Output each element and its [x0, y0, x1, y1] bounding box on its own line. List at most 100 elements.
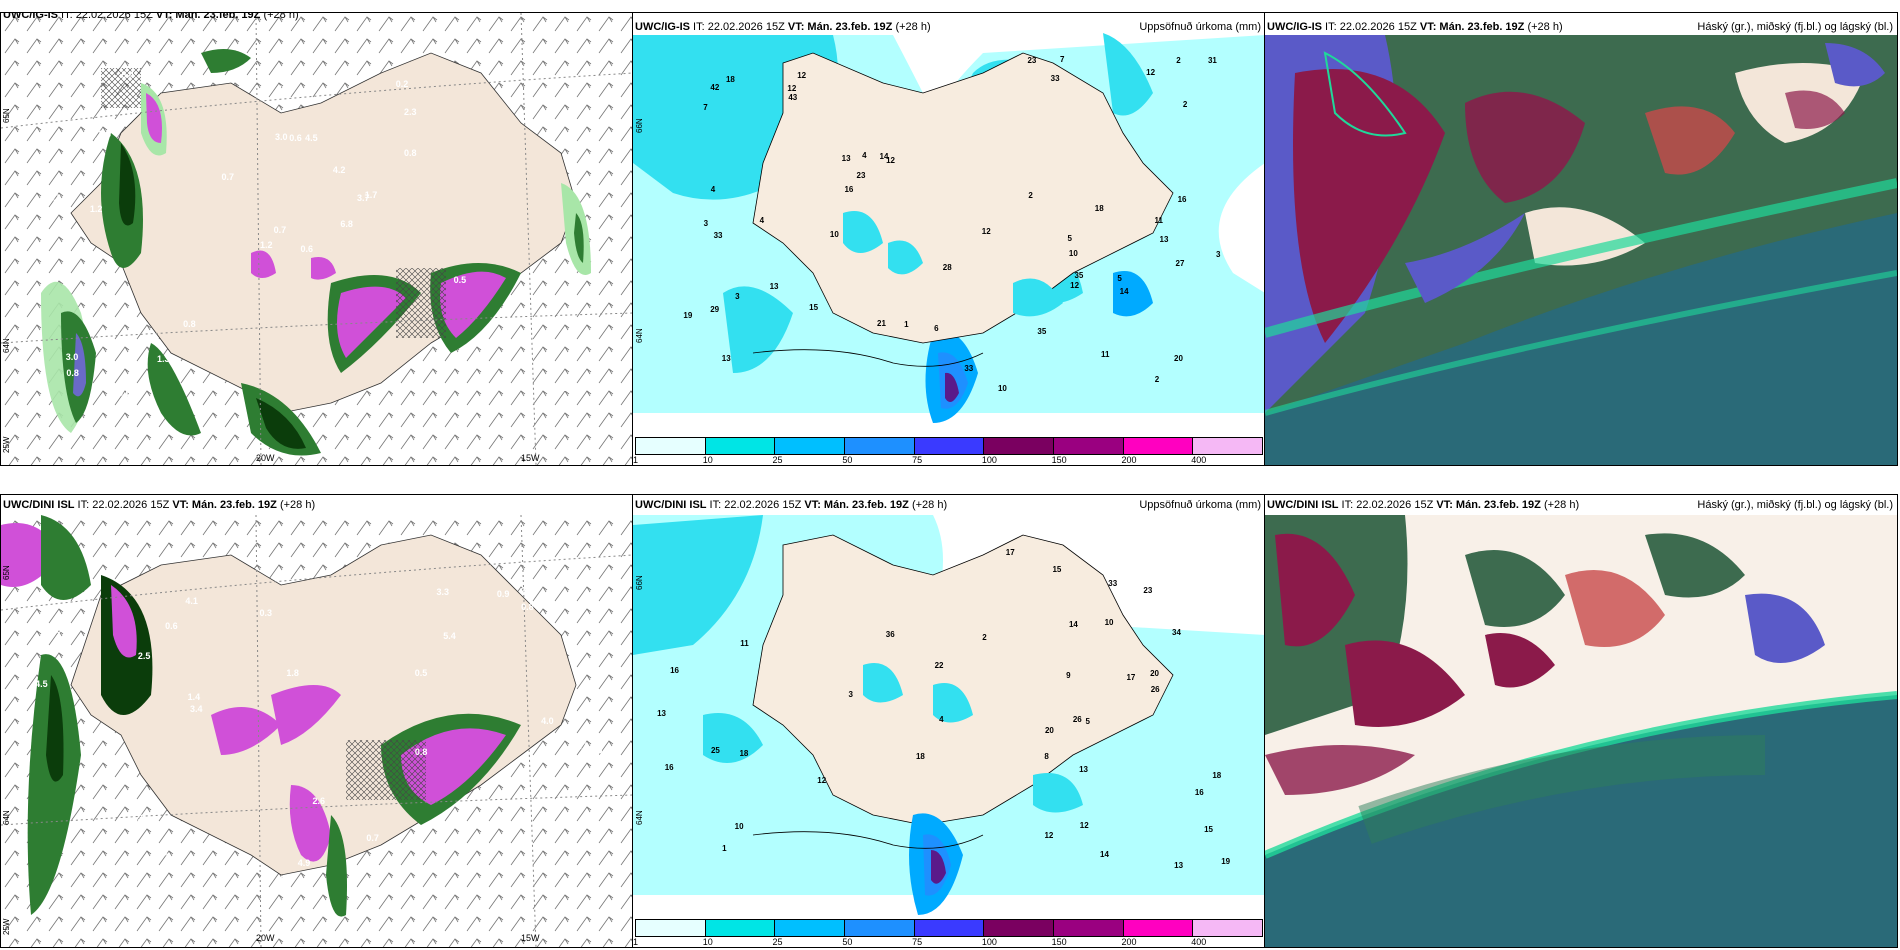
lat-label-66n: 66N — [635, 118, 644, 133]
panel-top-left-wind-snow-map: UWC/IG-IS IT: 22.02.2026 15Z VT: Mán. 23… — [0, 12, 634, 466]
lon-label-25w: 25W — [2, 918, 11, 935]
lat-label-64n: 64N — [635, 810, 644, 825]
lat-label-65n: 65N — [2, 108, 11, 123]
colorbar-tick-label: 10 — [702, 455, 713, 465]
colorbar-swatches — [635, 919, 1263, 937]
model-source: UWC/DINI ISL — [635, 499, 707, 511]
panel-header: UWC/IG-IS IT: 22.02.2026 15Z VT: Mán. 23… — [1267, 21, 1893, 37]
panel-bottom-left-wind-snow-map: UWC/DINI ISL IT: 22.02.2026 15Z VT: Mán.… — [0, 494, 634, 948]
colorbar-tick-label: 25 — [772, 937, 783, 947]
panel-title: Háský (gr.), miðský (fj.bl.) og lágský (… — [1697, 499, 1893, 511]
panel-header: UWC/DINI ISL IT: 22.02.2026 15Z VT: Mán.… — [1267, 499, 1893, 515]
colorbar-swatch — [1054, 438, 1124, 454]
colorbar-swatch — [1193, 920, 1263, 936]
valid-time: VT: Mán. 23.feb. 19Z — [172, 499, 277, 511]
model-source: UWC/IG-IS — [635, 21, 690, 33]
panel-title: Uppsöfnuð úrkoma (mm) — [1139, 499, 1261, 511]
precip-colorbar: 1 10 25 50 75 100 150 200 400 — [633, 435, 1265, 465]
lead-time: (+28 h) — [276, 499, 316, 511]
precip-map-graphic — [633, 33, 1265, 435]
colorbar-tick-label: 100 — [981, 937, 997, 947]
colorbar-tick-label: 50 — [842, 937, 853, 947]
colorbar-swatch — [1193, 438, 1263, 454]
colorbar-tick-label: 10 — [702, 937, 713, 947]
panel-header: UWC/IG-IS IT: 22.02.2026 15Z VT: Mán. 23… — [635, 21, 1261, 37]
colorbar-tick-label: 150 — [1051, 455, 1067, 465]
panel-title: Uppsöfnuð úrkoma (mm) — [1139, 21, 1261, 33]
init-time: IT: 22.02.2026 15Z — [706, 499, 805, 511]
valid-time: VT: Mán. 23.feb. 19Z — [1436, 499, 1541, 511]
valid-time: VT: Mán. 23.feb. 19Z — [155, 12, 261, 21]
colorbar-swatch — [636, 920, 706, 936]
cloud-map-graphic — [1265, 35, 1897, 465]
model-source: UWC/DINI ISL — [1267, 499, 1339, 511]
init-time: IT: 22.02.2026 15Z — [58, 12, 156, 21]
lead-time: (+28 h) — [1540, 499, 1580, 511]
valid-time: VT: Mán. 23.feb. 19Z — [1419, 21, 1525, 33]
colorbar-swatch — [914, 920, 985, 936]
colorbar-ticks: 1 10 25 50 75 100 150 200 400 — [633, 937, 1263, 947]
panel-bottom-mid-precip-map: UWC/DINI ISL IT: 22.02.2026 15Z VT: Mán.… — [632, 494, 1266, 948]
colorbar-swatch — [984, 438, 1055, 454]
colorbar-tick-label: 1 — [633, 937, 639, 947]
colorbar-swatch — [845, 438, 915, 454]
lat-label-65n: 65N — [2, 565, 11, 580]
panel-title: Háský (gr.), miðský (fj.bl.) og lágský (… — [1697, 21, 1893, 33]
colorbar-swatch — [705, 438, 776, 454]
panel-top-right-cloud-map: UWC/IG-IS IT: 22.02.2026 15Z VT: Mán. 23… — [1264, 12, 1898, 466]
panel-header: UWC/DINI ISL IT: 22.02.2026 15Z VT: Mán.… — [635, 499, 1261, 515]
wind-snow-map-graphic — [1, 13, 633, 465]
lon-label-15w: 15W — [521, 453, 540, 463]
colorbar-swatch — [845, 920, 915, 936]
lat-label-66n: 66N — [635, 575, 644, 590]
colorbar-tick-label: 100 — [981, 455, 997, 465]
panel-top-mid-precip-map: UWC/IG-IS IT: 22.02.2026 15Z VT: Mán. 23… — [632, 12, 1266, 466]
lat-label-64n: 64N — [2, 338, 11, 353]
lon-label-15w: 15W — [521, 933, 540, 943]
colorbar-tick-label: 1 — [633, 455, 639, 465]
colorbar-swatch — [775, 920, 846, 936]
lat-label-64n: 64N — [635, 328, 644, 343]
colorbar-swatch — [775, 438, 846, 454]
lon-label-20w: 20W — [256, 933, 275, 943]
lead-time: (+28 h) — [260, 12, 299, 21]
lat-label-64n: 64N — [2, 810, 11, 825]
lead-time: (+28 h) — [908, 499, 948, 511]
colorbar-tick-label: 150 — [1051, 937, 1067, 947]
init-time: IT: 22.02.2026 15Z — [1338, 499, 1437, 511]
colorbar-swatch — [636, 438, 706, 454]
colorbar-swatch — [984, 920, 1055, 936]
colorbar-swatch — [1123, 438, 1194, 454]
panel-header: UWC/IG-IS IT: 22.02.2026 15Z VT: Mán. 23… — [3, 12, 629, 25]
valid-time: VT: Mán. 23.feb. 19Z — [787, 21, 893, 33]
lead-time: (+28 h) — [1524, 21, 1563, 33]
model-source: UWC/IG-IS — [3, 12, 58, 21]
colorbar-tick-label: 75 — [912, 937, 923, 947]
colorbar-tick-label: 200 — [1121, 455, 1137, 465]
colorbar-tick-label: 50 — [842, 455, 853, 465]
cloud-map-graphic — [1265, 515, 1897, 947]
colorbar-tick-label: 25 — [772, 455, 783, 465]
model-source: UWC/IG-IS — [1267, 21, 1322, 33]
valid-time: VT: Mán. 23.feb. 19Z — [804, 499, 909, 511]
precip-colorbar: 1 10 25 50 75 100 150 200 400 — [633, 917, 1265, 947]
init-time: IT: 22.02.2026 15Z — [690, 21, 788, 33]
lead-time: (+28 h) — [892, 21, 931, 33]
panel-header: UWC/DINI ISL IT: 22.02.2026 15Z VT: Mán.… — [3, 499, 629, 515]
colorbar-swatch — [914, 438, 985, 454]
colorbar-swatch — [1054, 920, 1124, 936]
init-time: IT: 22.02.2026 15Z — [74, 499, 173, 511]
colorbar-tick-label: 400 — [1191, 937, 1207, 947]
lon-label-25w: 25W — [2, 436, 11, 453]
colorbar-tick-label: 75 — [912, 455, 923, 465]
colorbar-tick-label: 400 — [1191, 455, 1207, 465]
lon-label-20w: 20W — [256, 453, 275, 463]
colorbar-swatches — [635, 437, 1263, 455]
model-source: UWC/DINI ISL — [3, 499, 75, 511]
wind-snow-map-graphic — [1, 514, 633, 947]
precip-map-graphic — [633, 515, 1265, 915]
colorbar-swatch — [705, 920, 776, 936]
panel-bottom-right-cloud-map: UWC/DINI ISL IT: 22.02.2026 15Z VT: Mán.… — [1264, 494, 1898, 948]
init-time: IT: 22.02.2026 15Z — [1322, 21, 1420, 33]
colorbar-tick-label: 200 — [1121, 937, 1137, 947]
